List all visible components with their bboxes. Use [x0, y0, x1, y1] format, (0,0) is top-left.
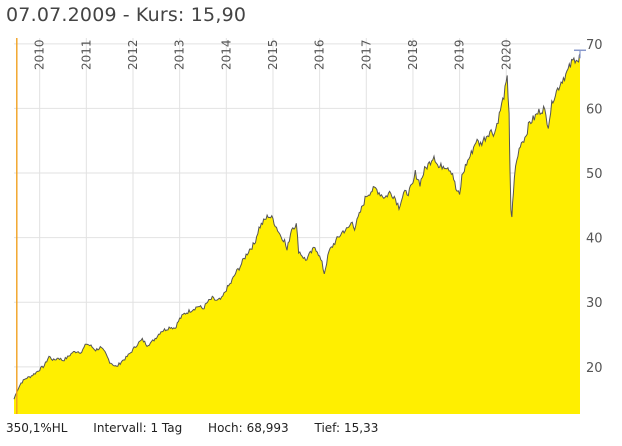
x-tick-label-2014: 2014 — [219, 39, 233, 70]
x-tick-label-2013: 2013 — [173, 39, 187, 70]
y-tick-label-70: 70 — [586, 38, 603, 53]
y-tick-label-20: 20 — [586, 361, 603, 376]
y-tick-label-30: 30 — [586, 296, 603, 311]
x-tick-label-2010: 2010 — [33, 39, 47, 70]
high-marker — [574, 49, 586, 59]
price-line — [13, 53, 581, 400]
chart-header: 07.07.2009- Kurs: 15,90 — [6, 4, 246, 26]
x-axis-labels: 2010 2011 2012 2013 2014 2015 2016 2017 2018 2019… — [33, 39, 514, 70]
x-tick-label-2019: 2019 — [453, 39, 467, 70]
x-tick-label-2018: 2018 — [406, 39, 420, 70]
price-chart[interactable]: 2010 2011 2012 2013 2014 2015 2016 2017 2018 2019… — [0, 0, 622, 420]
price-area — [13, 53, 581, 414]
y-tick-label-60: 60 — [586, 102, 603, 117]
y-tick-label-50: 50 — [586, 167, 603, 182]
x-tick-label-2012: 2012 — [126, 39, 140, 70]
high-info: Hoch: 68,993 — [208, 421, 289, 435]
high-value: 68,993 — [246, 421, 289, 435]
x-tick-label-2016: 2016 — [313, 39, 327, 70]
header-price: Kurs: 15,90 — [135, 4, 247, 26]
x-tick-label-2017: 2017 — [359, 39, 373, 70]
low-label: Tief: — [314, 421, 341, 435]
y-axis-labels: 20 30 40 50 60 70 — [586, 38, 603, 376]
header-separator: - — [122, 4, 130, 26]
header-date: 07.07.2009 — [6, 4, 117, 26]
x-tick-label-2020: 2020 — [499, 39, 513, 70]
low-info: Tief: 15,33 — [315, 421, 379, 435]
interval-value: Intervall: 1 Tag — [93, 421, 183, 435]
x-tick-label-2015: 2015 — [266, 39, 280, 70]
x-tick-label-2011: 2011 — [79, 39, 93, 70]
chart-footer: 350,1%HL Intervall: 1 Tag Hoch: 68,993 Ti… — [6, 421, 400, 435]
y-tick-label-40: 40 — [586, 232, 603, 247]
performance-value: 350,1%HL — [6, 421, 68, 435]
high-label: Hoch: — [208, 421, 243, 435]
low-value: 15,33 — [344, 421, 379, 435]
